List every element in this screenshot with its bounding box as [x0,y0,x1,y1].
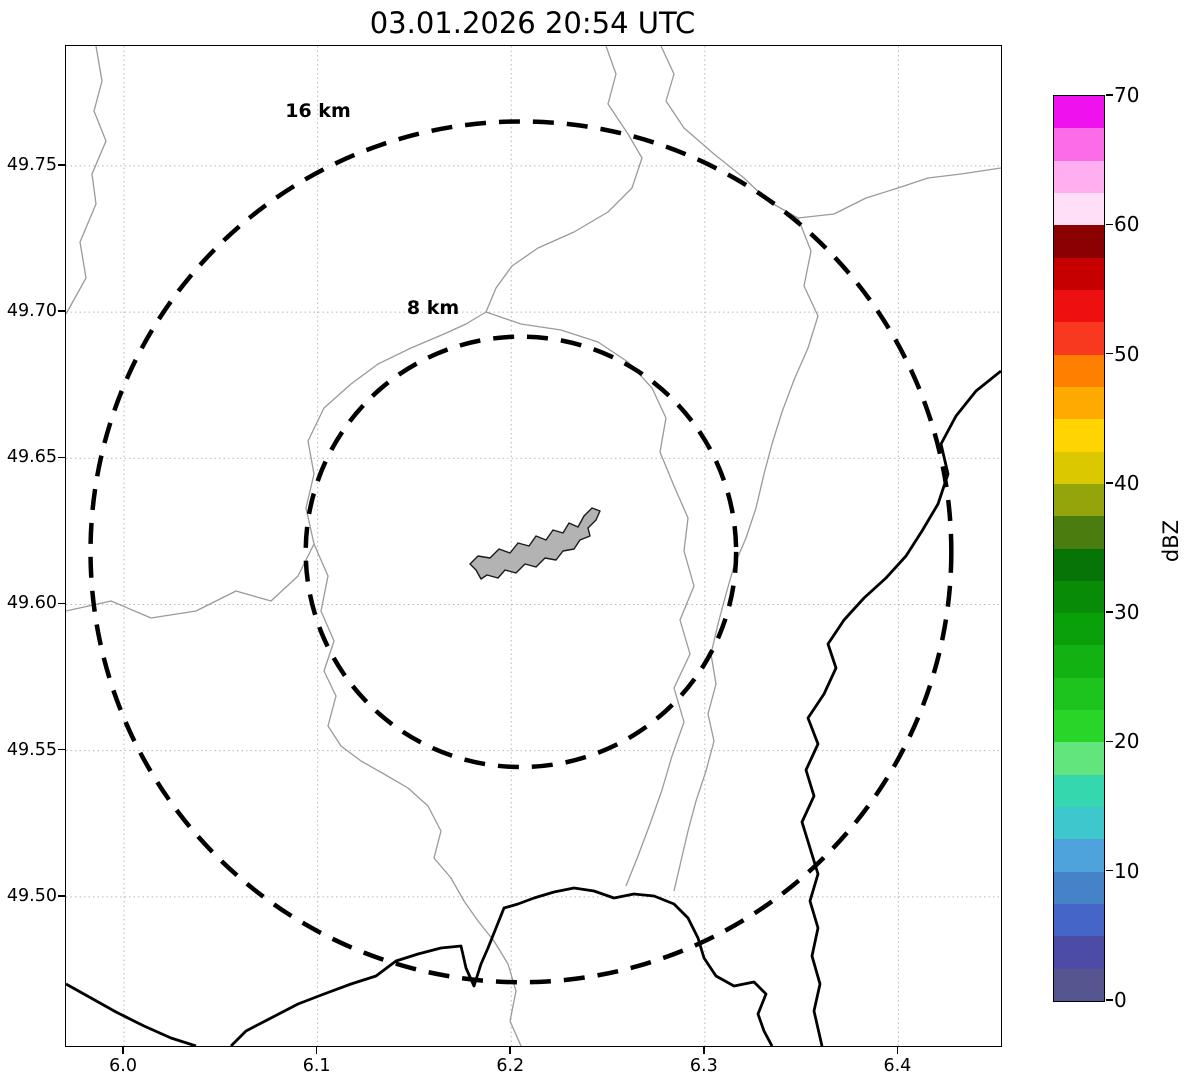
colorbar-tick-label: 0 [1114,988,1127,1012]
y-tick-mark [58,310,65,312]
colorbar-tick-label: 30 [1114,600,1140,625]
y-tick-mark [58,164,65,166]
colorbar-tick-mark [1106,223,1113,226]
colorbar-tick-mark [1106,869,1113,872]
y-tick-mark [58,602,65,605]
colorbar-segment [1054,774,1104,808]
colorbar-tick-mark [1106,611,1113,613]
x-tick-mark [703,1047,705,1054]
colorbar-segment [1054,483,1104,517]
colorbar-tick-mark [1106,999,1113,1001]
colorbar-segment [1054,677,1104,711]
y-tick-label: 49.50 [6,885,57,906]
x-tick-label: 6.0 [109,1056,137,1076]
y-tick-mark [58,456,65,459]
y-tick-label: 49.55 [6,739,57,760]
admin-boundary-line [485,311,695,887]
colorbar-segment [1054,548,1104,581]
colorbar-tick-mark [1106,94,1113,96]
colorbar-segment [1054,807,1104,840]
colorbar-segment [1054,968,1104,1001]
border-river-line [230,886,774,1046]
y-tick-label: 49.65 [6,447,57,468]
x-tick-label: 6.2 [496,1056,525,1076]
x-tick-mark [509,1047,511,1054]
colorbar-segment [1054,322,1104,355]
y-tick-label: 49.70 [6,301,57,322]
colorbar-segment [1054,257,1104,290]
border-river-line [66,982,197,1046]
colorbar-segment [1054,580,1104,614]
colorbar-segment [1054,871,1104,905]
map-canvas: 16 km 8 km [66,46,1001,1046]
colorbar-segment [1054,742,1104,775]
colorbar-tick-label: 40 [1114,470,1140,495]
admin-boundary-line [673,217,819,892]
colorbar-segment [1054,225,1104,258]
admin-boundary-line [66,46,107,315]
figure-title: 03.01.2026 20:54 UTC [369,6,696,40]
x-tick-mark [896,1047,899,1054]
border-river-line [800,369,1001,1046]
colorbar-segment [1054,904,1104,937]
colorbar-segment [1054,289,1104,323]
colorbar-segment [1054,96,1104,129]
admin-boundary-line [66,311,487,619]
urban-area-shape [469,507,601,580]
colorbar-segment [1054,160,1104,193]
y-tick-mark [58,895,65,897]
colorbar-segment [1054,419,1104,452]
colorbar-tick-mark [1106,482,1113,484]
y-tick-label: 49.60 [6,593,57,614]
colorbar [1053,95,1105,1002]
range-ring-8km [303,334,739,770]
map-plot-area: 16 km 8 km [65,45,1002,1047]
y-tick-label: 49.75 [6,154,57,175]
admin-boundary-line [313,543,522,1046]
x-tick-label: 6.1 [302,1056,331,1076]
colorbar-segment [1054,128,1104,161]
colorbar-segment [1054,451,1104,484]
colorbar-gradient [1054,96,1104,1001]
colorbar-segment [1054,645,1104,678]
admin-boundary-line [660,46,1001,219]
colorbar-segment [1054,710,1104,743]
colorbar-tick-label: 70 [1114,83,1140,107]
x-tick-mark [315,1047,318,1054]
y-tick-mark [58,748,65,751]
colorbar-segment [1054,613,1104,646]
colorbar-tick-label: 20 [1114,729,1140,754]
colorbar-segment [1054,386,1104,420]
x-tick-mark [122,1047,124,1054]
colorbar-segment [1054,839,1104,872]
colorbar-unit-label: dBZ [1159,519,1183,563]
range-ring-16km [88,119,954,985]
colorbar-tick-mark [1106,352,1113,355]
admin-boundary-line [485,46,643,313]
range-ring-label: 8 km [407,297,459,319]
colorbar-tick-label: 50 [1114,341,1140,366]
colorbar-segment [1054,354,1104,387]
colorbar-segment [1054,516,1104,549]
colorbar-segment [1054,936,1104,969]
colorbar-tick-label: 10 [1114,858,1140,883]
x-tick-label: 6.4 [883,1056,912,1076]
range-ring-label: 16 km [285,100,351,122]
colorbar-segment [1054,192,1104,226]
x-tick-label: 6.3 [689,1056,718,1076]
colorbar-tick-mark [1106,740,1113,743]
colorbar-tick-label: 60 [1114,212,1140,237]
